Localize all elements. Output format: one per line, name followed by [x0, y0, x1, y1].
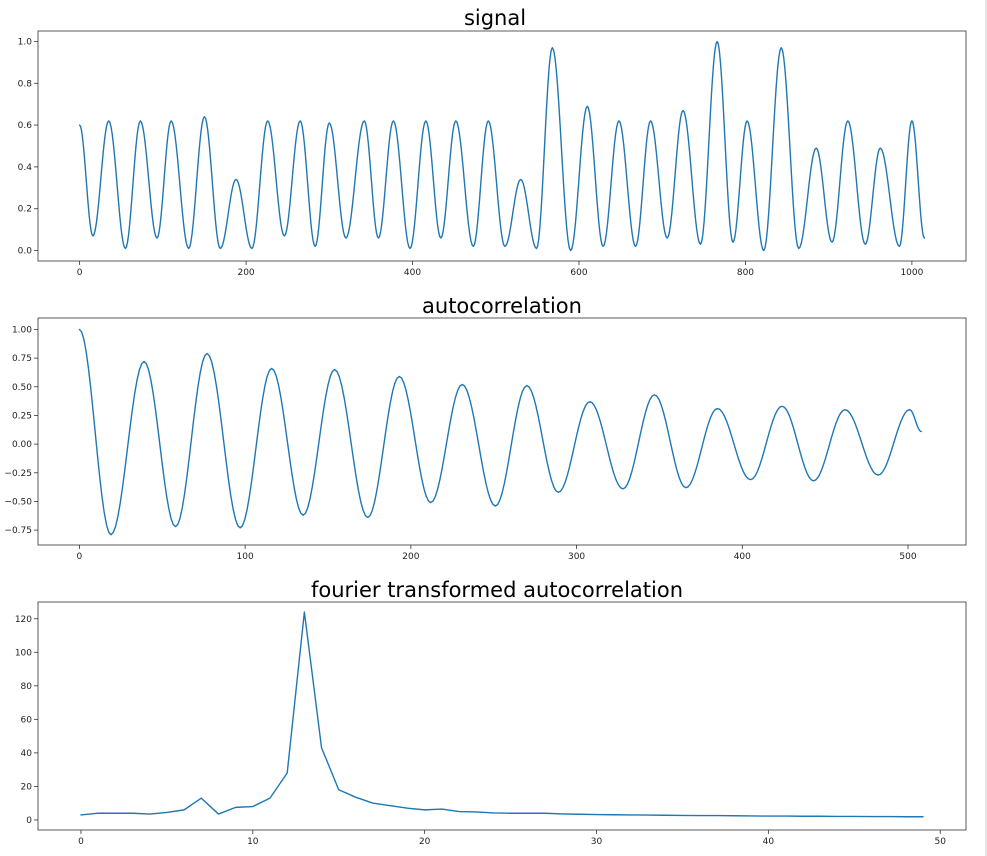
signal-panel: signal 0 200 400 600 800 1000 0.0 0.2 0.4 0.6 0.8 1… [18, 6, 967, 278]
fourier-panel: fourier transformed autocorrelation 0 10 2… [15, 578, 967, 847]
x-tick-label: 200 [237, 268, 254, 278]
y-tick-label: 20 [21, 782, 33, 792]
x-tick-label: 500 [899, 552, 916, 562]
series-line [78, 40, 926, 252]
chart-title: autocorrelation [422, 294, 582, 318]
y-tick-label: −0.50 [4, 497, 32, 507]
y-tick-label: −0.25 [4, 469, 32, 479]
axes-frame [37, 317, 967, 546]
x-tick-label: 0 [78, 837, 84, 847]
x-tick-label: 0 [77, 268, 83, 278]
y-tick-label: 100 [15, 648, 32, 658]
x-tick-label: 800 [737, 268, 754, 278]
x-tick-label: 1000 [900, 268, 923, 278]
y-tick-label: −0.75 [4, 526, 32, 536]
y-tick-label: 80 [21, 682, 33, 692]
y-tick-label: 120 [15, 615, 32, 625]
series-line [80, 611, 924, 818]
y-tick-label: 0.2 [18, 205, 32, 215]
y-tick-label: 0 [26, 816, 32, 826]
x-tick-label: 10 [247, 837, 259, 847]
chart-title: fourier transformed autocorrelation [311, 578, 683, 602]
y-tick-label: 0.4 [18, 163, 33, 173]
x-tick-label: 30 [591, 837, 603, 847]
y-tick-label: 0.8 [18, 79, 33, 89]
autocorrelation-panel: autocorrelation 0 100 200 300 400 500 −0.75 −0.… [4, 294, 967, 562]
axes-frame [37, 601, 967, 831]
y-tick-label: 0.25 [12, 411, 32, 421]
x-tick-label: 20 [419, 837, 431, 847]
y-tick-label: 0.50 [12, 383, 32, 393]
chart-title: signal [464, 6, 526, 30]
y-tick-label: 0.75 [12, 354, 32, 364]
x-tick-label: 0 [77, 552, 83, 562]
y-tick-label: 60 [21, 715, 33, 725]
window-edge [985, 0, 987, 856]
y-tick-label: 0.0 [18, 247, 33, 257]
y-tick-label: 0.6 [18, 121, 33, 131]
x-tick-label: 600 [570, 268, 587, 278]
x-tick-label: 100 [237, 552, 254, 562]
series-line [78, 328, 922, 536]
axes-frame [37, 30, 967, 262]
y-tick-label: 1.0 [18, 37, 33, 47]
x-tick-label: 400 [734, 552, 751, 562]
x-tick-label: 50 [934, 837, 946, 847]
x-tick-label: 300 [568, 552, 585, 562]
y-tick-label: 40 [21, 749, 33, 759]
x-tick-label: 40 [763, 837, 775, 847]
x-tick-label: 400 [404, 268, 421, 278]
y-tick-label: 1.00 [12, 325, 32, 335]
y-tick-label: 0.00 [12, 440, 32, 450]
x-tick-label: 200 [402, 552, 419, 562]
